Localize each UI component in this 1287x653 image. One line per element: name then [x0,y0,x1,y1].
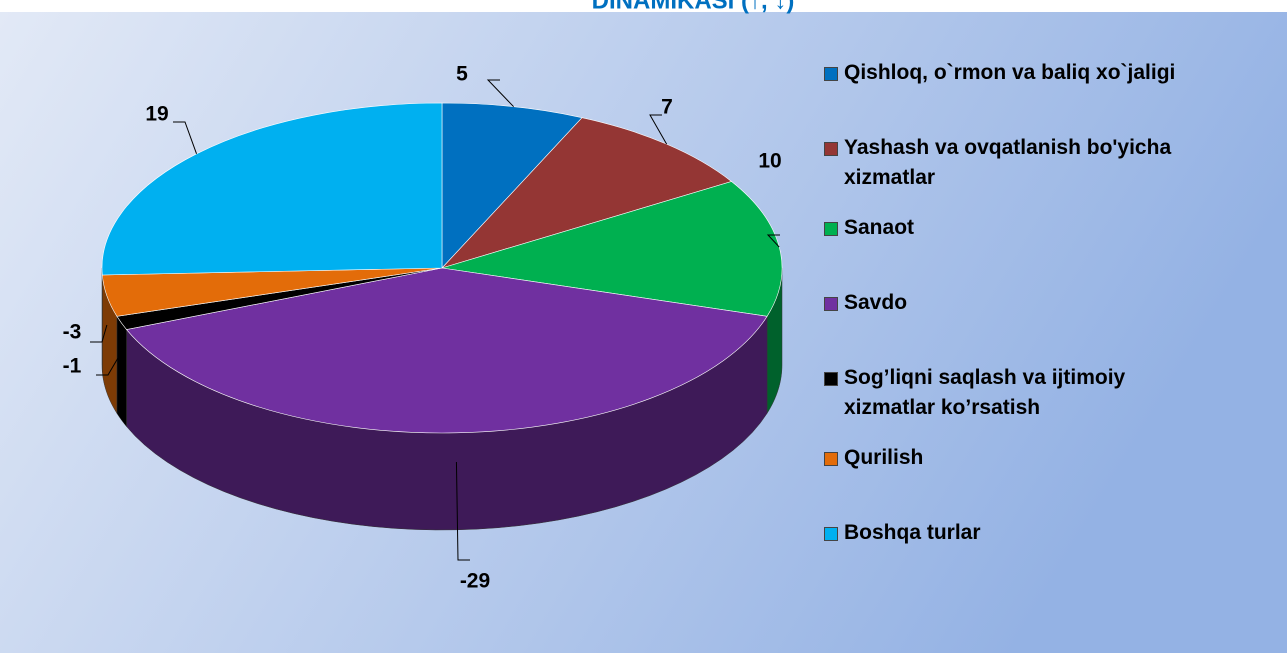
legend-label: Qurilish [844,446,924,469]
legend-item: Yashash va ovqatlanish bo'yicha xizmatla… [822,133,1202,193]
legend: Qishloq, o`rmon va baliq xo`jaligi Yashas… [822,58,1202,548]
data-label: -29 [460,570,490,593]
data-label: 10 [758,150,781,173]
leader-line [455,461,470,561]
legend-swatch [824,527,838,541]
legend-swatch [824,297,838,311]
data-label: 5 [456,63,468,86]
legend-label: Qishloq, o`rmon va baliq xo`jaligi [844,61,1176,84]
leader-line [649,114,668,145]
legend-item: Boshqa turlar [822,518,1202,548]
legend-swatch [824,222,838,236]
slice-side [116,315,127,428]
leader-line [90,324,108,343]
legend-label: Yashash va ovqatlanish bo'yicha xizmatla… [844,136,1172,189]
legend-label: Sanaot [844,216,915,239]
data-label: 19 [145,103,168,126]
leader-line [486,79,514,108]
legend-label: Sog’liqni saqlash va ijtimoiy xizmatlar … [844,366,1126,419]
legend-item: Qurilish [822,443,1202,473]
legend-swatch [824,67,838,81]
data-label: -1 [63,355,82,378]
legend-item: Savdo [822,288,1202,318]
data-label: 7 [661,96,673,119]
legend-item: Qishloq, o`rmon va baliq xo`jaligi [822,58,1202,88]
legend-label: Boshqa turlar [844,521,981,544]
leader-line [96,351,122,376]
legend-swatch [824,452,838,466]
chart-title: DINAMIKASI (↑, ↓) [592,0,795,14]
leader-line [173,121,198,155]
leader-line [766,234,780,248]
data-label: -3 [63,321,82,344]
slice [125,267,768,434]
legend-swatch [824,372,838,386]
legend-label: Savdo [844,291,908,314]
legend-item: Sog’liqni saqlash va ijtimoiy xizmatlar … [822,363,1202,423]
legend-item: Sanaot [822,213,1202,243]
legend-swatch [824,142,838,156]
